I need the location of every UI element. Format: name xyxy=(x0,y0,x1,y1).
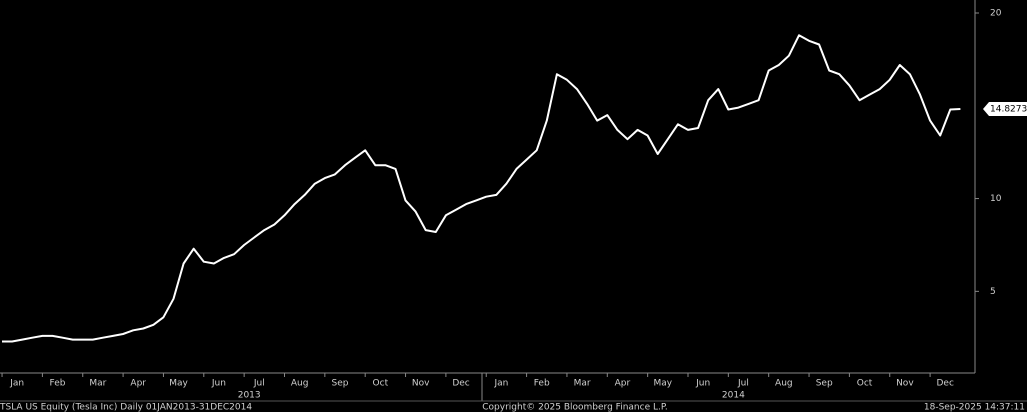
x-tick-label: Sep xyxy=(331,379,348,389)
x-tick-label: Nov xyxy=(412,379,430,389)
x-tick-label: Mar xyxy=(89,379,106,389)
x-tick-label: Feb xyxy=(534,379,550,389)
x-tick-label: May xyxy=(653,379,672,389)
x-tick-label: Jul xyxy=(737,379,749,389)
x-tick-label: Jan xyxy=(493,379,508,389)
footer-left: TSLA US Equity (Tesla Inc) Daily 01JAN20… xyxy=(0,403,252,412)
y-tick-label: 10 xyxy=(990,194,1002,204)
x-tick-label: Nov xyxy=(896,379,914,389)
x-tick-label: Jun xyxy=(695,379,710,389)
year-label: 2014 xyxy=(722,391,745,401)
x-tick-label: Mar xyxy=(574,379,591,389)
x-tick-label: Feb xyxy=(50,379,66,389)
x-tick-label: Aug xyxy=(291,379,309,389)
y-tick-label: 20 xyxy=(990,8,1002,18)
x-tick-label: Dec xyxy=(937,379,954,389)
x-tick-label: Apr xyxy=(615,379,631,389)
y-tick-label: 5 xyxy=(990,287,996,297)
footer-center: Copyright© 2025 Bloomberg Finance L.P. xyxy=(482,403,667,412)
footer-right: 18-Sep-2025 14:37:11 xyxy=(924,403,1025,412)
x-tick-label: Jun xyxy=(211,379,226,389)
year-label: 2013 xyxy=(238,391,261,401)
x-tick-label: Apr xyxy=(130,379,146,389)
x-tick-label: Oct xyxy=(373,379,389,389)
x-tick-label: Oct xyxy=(857,379,873,389)
last-value-label: 14.8273 xyxy=(990,104,1027,114)
x-tick-label: Dec xyxy=(452,379,469,389)
last-value-tag xyxy=(983,101,1027,116)
price-line xyxy=(2,34,961,343)
x-tick-label: Jul xyxy=(253,379,265,389)
x-tick-label: May xyxy=(169,379,188,389)
x-tick-label: Sep xyxy=(816,379,833,389)
x-tick-label: Aug xyxy=(775,379,793,389)
x-tick-label: Jan xyxy=(9,379,24,389)
